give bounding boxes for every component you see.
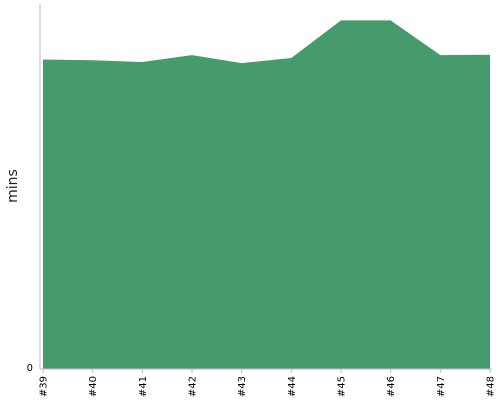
x-tick-label: #43 — [237, 376, 248, 397]
x-tick-label: #42 — [188, 376, 199, 397]
axes: mins — [5, 4, 492, 370]
x-tick-label: #44 — [287, 376, 298, 397]
x-tick-label: #45 — [337, 376, 348, 397]
x-tick-label: #39 — [39, 376, 50, 397]
area-series-0 — [43, 20, 490, 370]
x-tick-label: #41 — [138, 376, 149, 397]
y-ticks: 0 — [27, 363, 33, 374]
x-ticks: #39 #40 #41 #42 #43 #44 #45 #46 #47 #48 — [39, 369, 497, 397]
x-tick-label: #47 — [436, 376, 447, 397]
y-axis-title: mins — [5, 169, 21, 203]
plot-area — [43, 20, 490, 370]
x-tick-label: #46 — [386, 376, 397, 397]
y-tick-label: 0 — [27, 363, 33, 374]
x-tick-label: #40 — [88, 376, 99, 397]
x-tick-label: #48 — [486, 376, 497, 397]
